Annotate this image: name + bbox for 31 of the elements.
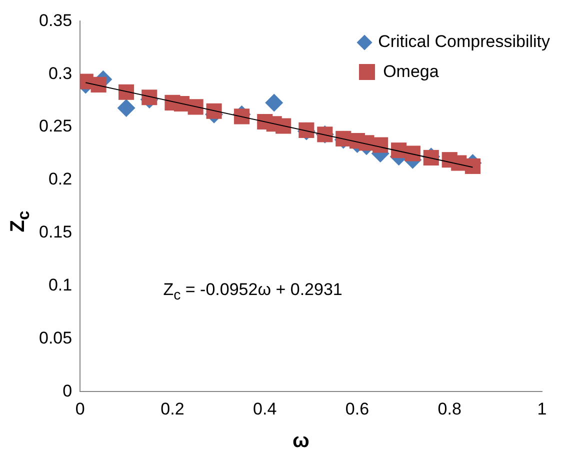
x-tick-label: 0.8 bbox=[438, 399, 462, 418]
y-tick-label: 0.25 bbox=[38, 116, 72, 136]
y-tick-label: 0.15 bbox=[38, 222, 72, 242]
legend-label: Omega bbox=[383, 62, 439, 82]
y-tick-label: 0.35 bbox=[38, 10, 72, 30]
x-tick-label: 0 bbox=[75, 399, 85, 418]
y-tick-label: 0.05 bbox=[38, 328, 72, 348]
point bbox=[118, 84, 134, 100]
point bbox=[265, 94, 284, 112]
x-axis-title: ω bbox=[292, 430, 310, 453]
y-tick-label: 0 bbox=[62, 381, 72, 400]
y-tick-label: 0.1 bbox=[48, 275, 72, 294]
point bbox=[464, 158, 480, 174]
point bbox=[276, 118, 292, 134]
x-tick-label: 1 bbox=[537, 399, 547, 418]
x-tick-label: 0.4 bbox=[253, 399, 277, 418]
y-tick-label: 0.3 bbox=[48, 64, 72, 83]
point bbox=[234, 108, 250, 124]
point bbox=[372, 137, 388, 153]
point bbox=[117, 98, 136, 117]
point bbox=[206, 103, 222, 119]
point bbox=[90, 76, 106, 92]
point bbox=[142, 90, 158, 106]
x-tick-label: 0.6 bbox=[345, 399, 370, 418]
legend-label: Critical Compressibility bbox=[378, 32, 550, 52]
point bbox=[298, 122, 314, 138]
point bbox=[404, 146, 420, 162]
y-tick-label: 0.2 bbox=[48, 170, 72, 189]
annotation: Z$_{c}$ = -0.0952ω + 0.2931 bbox=[163, 280, 342, 304]
x-tick-label: 0.2 bbox=[160, 399, 184, 418]
point bbox=[188, 99, 204, 115]
